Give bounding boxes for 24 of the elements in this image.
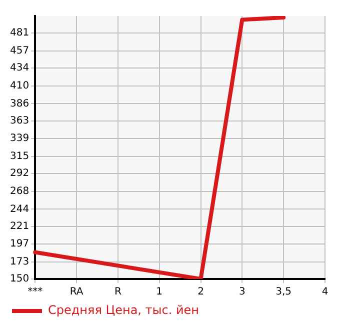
y-tick-label: 173 xyxy=(10,256,30,268)
y-tick-label: 292 xyxy=(10,168,30,180)
y-tick-label: 268 xyxy=(10,186,30,197)
x-tick-label: 2 xyxy=(198,286,204,298)
y-tick-label: 363 xyxy=(10,115,30,126)
y-tick-label: 386 xyxy=(10,98,30,110)
x-tick-label: RA xyxy=(70,286,84,298)
y-tick-label: 410 xyxy=(10,80,30,92)
x-tick-label: 3 xyxy=(238,286,246,298)
legend-label: Средняя Цена, тыс. йен xyxy=(48,303,200,318)
x-tick-label: 3,5 xyxy=(276,286,292,298)
y-tick-label: 339 xyxy=(10,133,30,144)
y-tick-label: 457 xyxy=(10,46,30,57)
x-tick-label: *** xyxy=(28,286,43,298)
y-tick-label: 244 xyxy=(10,204,30,215)
y-tick-label: 434 xyxy=(10,62,30,74)
y-tick-label: 197 xyxy=(10,238,30,250)
x-tick-label: 1 xyxy=(156,286,163,298)
y-tick-label: 221 xyxy=(10,220,30,232)
x-tick-label: 4 xyxy=(322,286,328,298)
y-tick-label: 150 xyxy=(10,274,30,285)
x-tick-label: R xyxy=(114,286,122,298)
y-tick-label: 315 xyxy=(10,151,30,162)
y-tick-label: 481 xyxy=(10,28,30,39)
